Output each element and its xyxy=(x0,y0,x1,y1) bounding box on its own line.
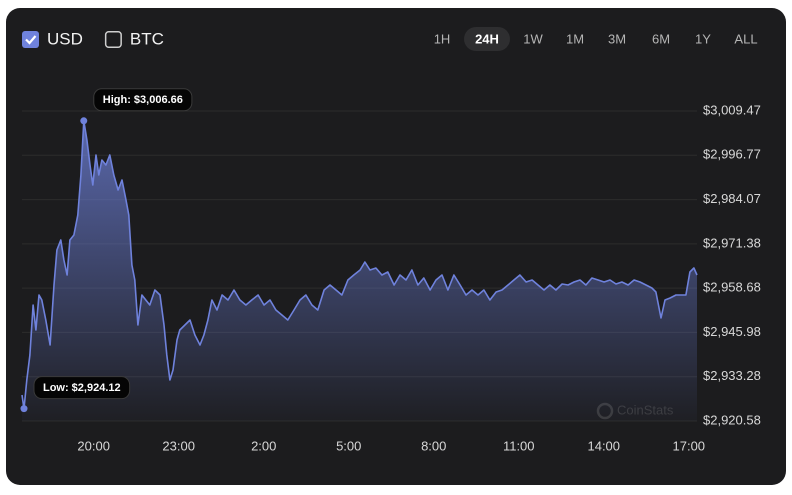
annotation-dot xyxy=(80,117,88,125)
x-tick-label: 20:00 xyxy=(77,438,110,453)
toolbar: USD BTC 1H 24H 1W 1M 3M 6M 1Y ALL xyxy=(22,27,758,51)
range-button[interactable]: 24H xyxy=(464,27,510,51)
range-button[interactable]: 6M xyxy=(652,31,670,46)
y-tick-label: $2,920.58 xyxy=(703,412,761,427)
range-label[interactable]: 1H xyxy=(434,31,451,46)
range-label[interactable]: 1M xyxy=(566,31,584,46)
y-tick-label: $2,933.28 xyxy=(703,368,761,383)
y-tick-label: $2,958.68 xyxy=(703,280,761,295)
range-label[interactable]: 6M xyxy=(652,31,670,46)
line xyxy=(21,120,698,410)
annotation-box xyxy=(93,88,193,112)
currency-toggle[interactable]: BTC xyxy=(104,29,164,48)
plot: CoinStats$2,920.58$2,933.28$2,945.98$2,9… xyxy=(20,88,761,453)
x-tick-label: 11:00 xyxy=(503,438,535,453)
range-button[interactable]: 1M xyxy=(566,31,584,46)
range-button[interactable]: 1Y xyxy=(695,31,711,46)
y-tick-label: $2,971.38 xyxy=(703,235,761,250)
range-label[interactable]: ALL xyxy=(734,31,757,46)
annotation-label: High: $3,006.66 xyxy=(103,94,183,106)
range-active-bg[interactable] xyxy=(464,27,510,51)
check-mark[interactable] xyxy=(25,35,37,45)
checkbox[interactable] xyxy=(104,31,122,48)
currency-label[interactable]: USD xyxy=(47,29,83,48)
range-button[interactable]: ALL xyxy=(734,31,757,46)
annotation: Low: $2,924.12 xyxy=(20,376,131,413)
x-tick-label: 14:00 xyxy=(587,438,620,453)
checkbox-checked[interactable] xyxy=(22,31,39,48)
currency-label[interactable]: BTC xyxy=(130,29,164,48)
range-label[interactable]: 3M xyxy=(608,31,626,46)
range-button[interactable]: 1H xyxy=(434,31,451,46)
range-button[interactable]: 3M xyxy=(608,31,626,46)
annotation-dot xyxy=(20,405,28,413)
annotation-label: Low: $2,924.12 xyxy=(43,382,121,394)
y-tick-label: $2,996.77 xyxy=(703,147,761,162)
y-tick-label: $3,009.47 xyxy=(703,102,761,117)
annotation: High: $3,006.66 xyxy=(80,88,193,125)
x-tick-label: 8:00 xyxy=(421,438,446,453)
annotation-box xyxy=(33,376,131,400)
y-tick-label: $2,984.07 xyxy=(703,191,761,206)
range-label[interactable]: 1Y xyxy=(695,31,711,46)
range-label[interactable]: 24H xyxy=(475,31,499,46)
x-tick-label: 23:00 xyxy=(162,438,195,453)
x-tick-label: 17:00 xyxy=(673,438,706,453)
currency-toggle[interactable]: USD xyxy=(22,29,83,48)
range-label[interactable]: 1W xyxy=(523,31,543,46)
x-tick-label: 2:00 xyxy=(251,438,276,453)
range-button[interactable]: 1W xyxy=(523,31,543,46)
x-tick-label: 5:00 xyxy=(336,438,361,453)
y-tick-label: $2,945.98 xyxy=(703,324,761,339)
